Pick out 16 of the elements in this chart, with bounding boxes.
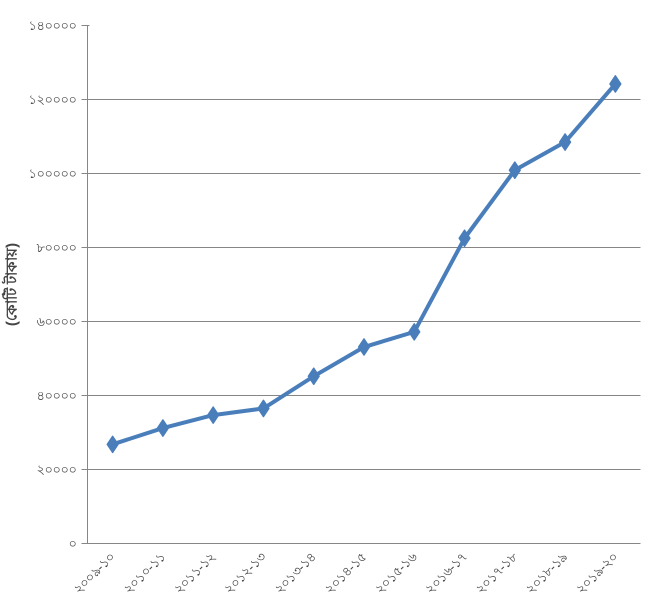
point (558, 133, 572, 152)
y-tick-label: ১০০০০০ (28, 166, 76, 181)
point (458, 229, 471, 248)
y-tick-label: ৮০০০০ (36, 240, 76, 255)
y-axis-title: (কোটি টাকায়) (2, 242, 20, 326)
y-tick-label: ১৪০০০০ (28, 18, 76, 33)
y-tick-label: ১২০০০০ (28, 92, 76, 107)
point (609, 74, 622, 93)
point (358, 338, 370, 356)
point (257, 399, 270, 418)
y-tick-label: ২০০০০ (36, 462, 76, 477)
y-tick-label: ৪০০০০ (36, 388, 76, 403)
point (106, 435, 119, 454)
y-tick-label: ০ (68, 536, 76, 551)
y-tick-label: ৬০০০০ (36, 314, 76, 329)
point (156, 419, 170, 438)
